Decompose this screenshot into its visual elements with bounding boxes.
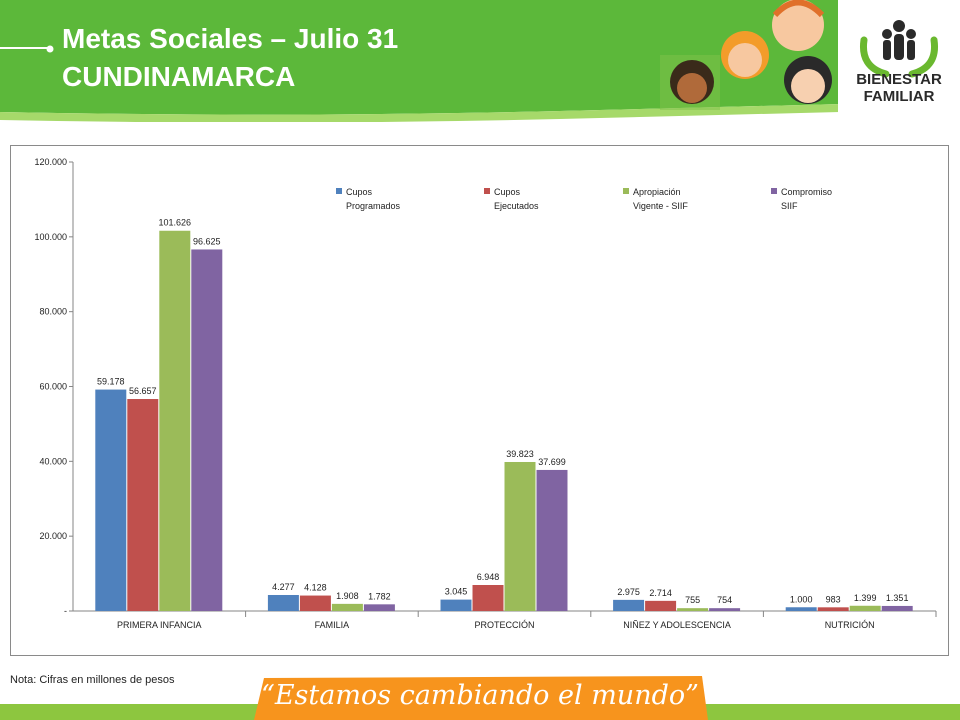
x-tick-label: PROTECCIÓN bbox=[474, 620, 534, 630]
data-label: 983 bbox=[826, 594, 841, 604]
x-tick-label: FAMILIA bbox=[315, 620, 350, 630]
bar bbox=[645, 600, 677, 611]
legend-label: Vigente - SIIF bbox=[633, 201, 688, 211]
bar bbox=[504, 461, 536, 611]
data-label: 1.351 bbox=[886, 593, 909, 603]
note-text: Nota: Cifras en millones de pesos bbox=[10, 674, 175, 686]
data-label: 4.128 bbox=[304, 583, 327, 593]
data-label: 6.948 bbox=[477, 572, 500, 582]
data-label: 56.657 bbox=[129, 386, 157, 396]
y-tick-label: - bbox=[64, 606, 67, 616]
data-label: 39.823 bbox=[506, 449, 534, 459]
bar bbox=[331, 603, 363, 611]
y-tick-label: 20.000 bbox=[39, 531, 67, 541]
y-tick-label: 40.000 bbox=[39, 456, 67, 466]
bar bbox=[709, 608, 741, 611]
logo-line-2: FAMILIAR bbox=[863, 88, 935, 105]
bar bbox=[785, 607, 817, 611]
slogan-banner bbox=[254, 676, 708, 720]
header-background bbox=[0, 0, 960, 122]
bar bbox=[677, 608, 709, 611]
bar bbox=[817, 607, 849, 611]
bar bbox=[267, 594, 299, 611]
data-label: 755 bbox=[685, 595, 700, 605]
legend-label: Cupos bbox=[494, 187, 521, 197]
bar bbox=[363, 604, 395, 611]
y-tick-label: 60.000 bbox=[39, 382, 67, 392]
bar bbox=[191, 249, 223, 611]
legend-label: Programados bbox=[346, 201, 401, 211]
page-title: Metas Sociales – Julio 31 CUNDINAMARCA bbox=[62, 20, 398, 96]
data-label: 59.178 bbox=[97, 377, 125, 387]
y-tick-label: 120.000 bbox=[34, 157, 67, 167]
bar bbox=[849, 605, 881, 611]
data-label: 1.908 bbox=[336, 591, 359, 601]
legend-label: Compromiso bbox=[781, 187, 832, 197]
data-label: 2.975 bbox=[617, 587, 640, 597]
bar bbox=[95, 389, 127, 611]
x-tick-label: PRIMERA INFANCIA bbox=[117, 620, 202, 630]
bar bbox=[299, 595, 331, 611]
data-label: 1.782 bbox=[368, 591, 391, 601]
children-illustration bbox=[660, 0, 832, 110]
title-line-2: CUNDINAMARCA bbox=[62, 61, 296, 92]
data-label: 754 bbox=[717, 595, 732, 605]
legend-swatch bbox=[771, 188, 777, 194]
legend-swatch bbox=[484, 188, 490, 194]
logo-line-1: BIENESTAR bbox=[856, 71, 942, 88]
bar bbox=[159, 230, 191, 611]
data-label: 1.000 bbox=[790, 594, 813, 604]
x-tick-label: NUTRICIÓN bbox=[825, 620, 875, 630]
legend-label: Cupos bbox=[346, 187, 373, 197]
legend-swatch bbox=[623, 188, 629, 194]
bienestar-familiar-logo: BIENESTAR FAMILIAR bbox=[838, 0, 960, 116]
data-label: 101.626 bbox=[159, 218, 192, 228]
bar bbox=[613, 599, 645, 611]
title-line-1: Metas Sociales – Julio 31 bbox=[62, 23, 399, 54]
bar bbox=[472, 585, 504, 611]
chart-frame: - 20.000 40.000 60.000 80.000 100.000 120.000 P… bbox=[10, 145, 949, 656]
legend-label: SIIF bbox=[781, 201, 798, 211]
bar bbox=[127, 399, 159, 611]
data-label: 3.045 bbox=[445, 587, 468, 597]
bar bbox=[881, 605, 913, 611]
bar bbox=[440, 599, 472, 611]
slogan-text: “Estamos cambiando el mundo” bbox=[261, 680, 699, 711]
data-label: 4.277 bbox=[272, 582, 295, 592]
bar-chart: - 20.000 40.000 60.000 80.000 100.000 120.000 P… bbox=[34, 157, 937, 630]
y-tick-label: 100.000 bbox=[34, 232, 67, 242]
family-icon bbox=[859, 20, 939, 78]
legend-label: Ejecutados bbox=[494, 201, 539, 211]
y-tick-label: 80.000 bbox=[39, 307, 67, 317]
legend-label: Apropiación bbox=[633, 187, 681, 197]
bar bbox=[536, 469, 568, 611]
data-label: 96.625 bbox=[193, 236, 221, 246]
data-label: 37.699 bbox=[538, 457, 566, 467]
header-banner: Metas Sociales – Julio 31 CUNDINAMARCA B… bbox=[0, 0, 960, 122]
data-label: 1.399 bbox=[854, 593, 877, 603]
x-tick-label: NIÑEZ Y ADOLESCENCIA bbox=[623, 620, 731, 630]
data-label: 2.714 bbox=[649, 588, 672, 598]
legend-swatch bbox=[336, 188, 342, 194]
